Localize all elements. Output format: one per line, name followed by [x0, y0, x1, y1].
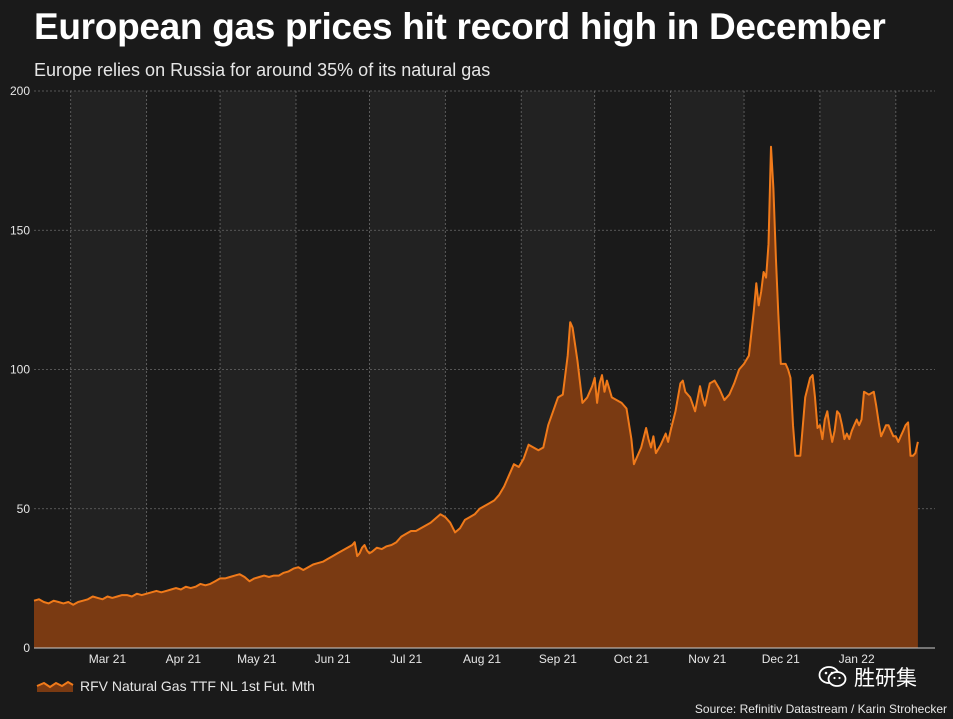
- x-tick-label: Jun 21: [315, 652, 351, 666]
- wechat-icon: [818, 666, 847, 687]
- chart-subtitle: Europe relies on Russia for around 35% o…: [34, 60, 491, 80]
- chart-legend: RFV Natural Gas TTF NL 1st Fut. Mth: [36, 678, 315, 694]
- x-tick-label: Apr 21: [166, 652, 202, 666]
- legend-label: RFV Natural Gas TTF NL 1st Fut. Mth: [80, 678, 315, 694]
- series-area: [34, 146, 918, 648]
- x-tick-label: Dec 21: [762, 652, 800, 666]
- watermark-text: 胜研集: [854, 667, 917, 690]
- x-tick-label: Sep 21: [539, 652, 577, 666]
- y-tick-label: 50: [17, 502, 31, 516]
- x-tick-label: Aug 21: [463, 652, 501, 666]
- y-tick-label: 200: [10, 84, 30, 98]
- y-tick-label: 0: [23, 641, 30, 655]
- x-tick-label: Mar 21: [89, 652, 127, 666]
- x-tick-label: Jul 21: [390, 652, 422, 666]
- x-tick-label: Jan 22: [839, 652, 875, 666]
- x-tick-label: Nov 21: [688, 652, 726, 666]
- source-note: Source: Refinitiv Datastream / Karin Str…: [694, 702, 947, 716]
- y-tick-label: 100: [10, 363, 30, 377]
- series-line: [33, 145, 919, 606]
- legend-swatch-area: [36, 680, 74, 692]
- y-tick-label: 150: [10, 223, 30, 237]
- watermark: 胜研集: [818, 662, 917, 692]
- chart-title: European gas prices hit record high in D…: [34, 6, 886, 47]
- x-tick-label: Oct 21: [614, 652, 650, 666]
- x-tick-label: May 21: [237, 652, 277, 666]
